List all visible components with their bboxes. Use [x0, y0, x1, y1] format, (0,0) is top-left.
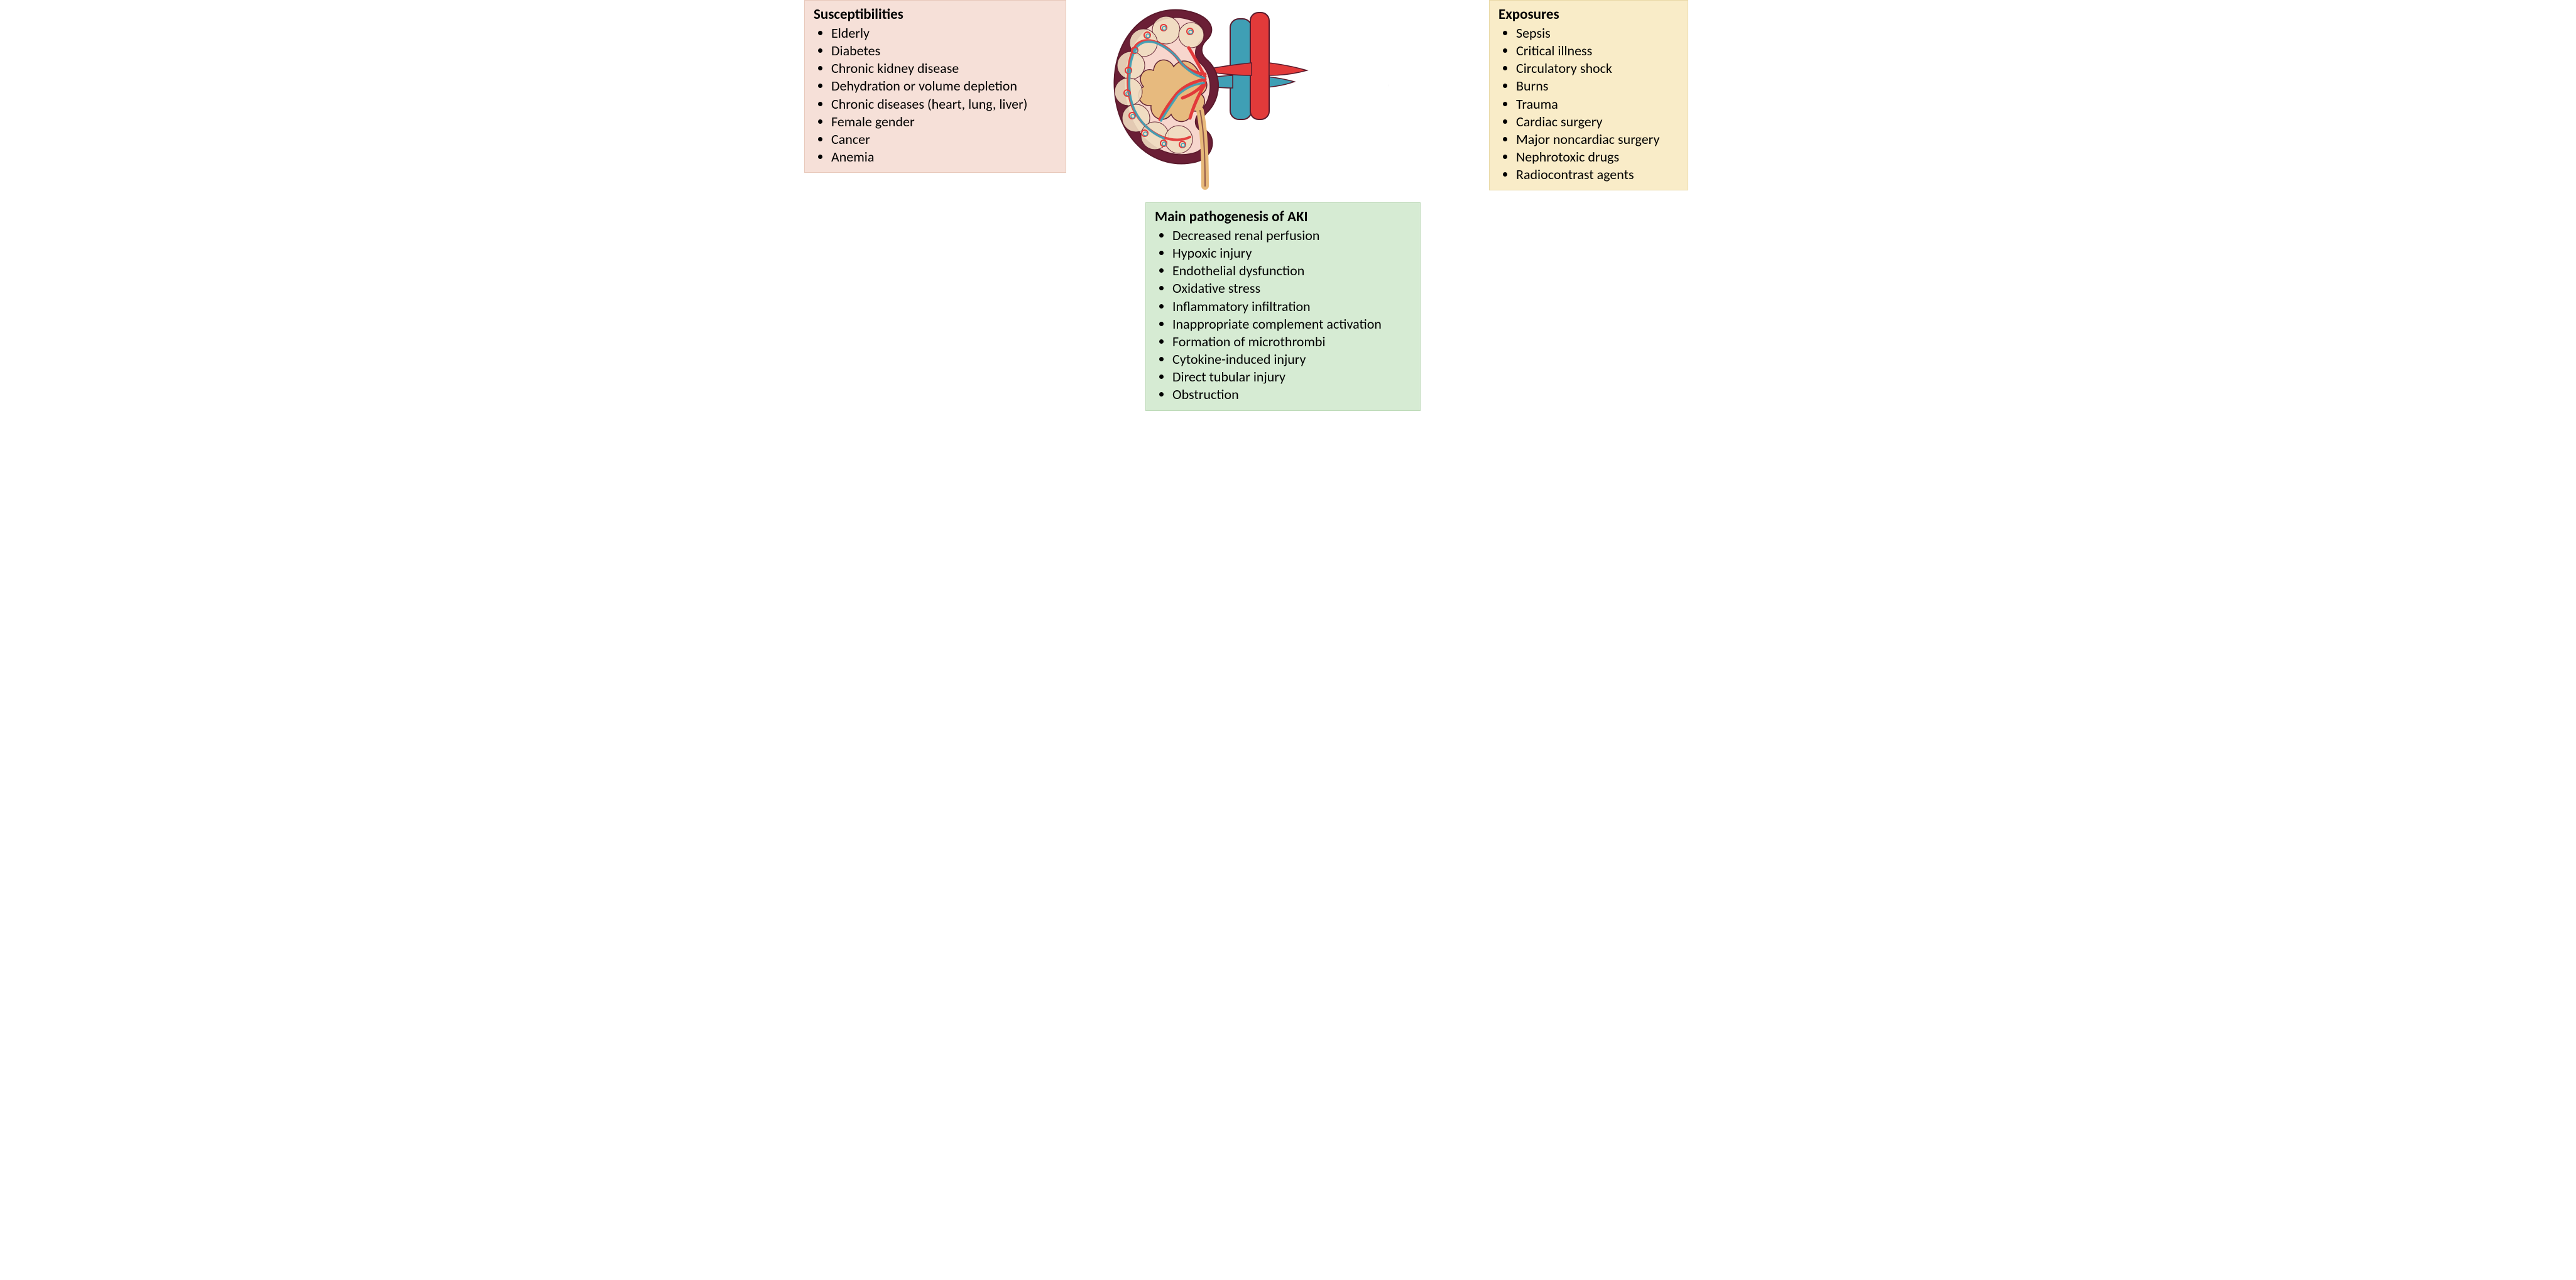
- susceptibilities-item: Chronic kidney disease: [831, 60, 1057, 77]
- exposures-box: Exposures SepsisCritical illnessCirculat…: [1489, 0, 1688, 190]
- exposures-item: Burns: [1516, 77, 1679, 95]
- susceptibilities-list: ElderlyDiabetesChronic kidney diseaseDeh…: [814, 25, 1057, 166]
- susceptibilities-item: Elderly: [831, 25, 1057, 42]
- pathogenesis-item: Hypoxic injury: [1172, 244, 1411, 262]
- susceptibilities-item: Cancer: [831, 131, 1057, 148]
- kidney-illustration: [1093, 0, 1389, 190]
- exposures-item: Circulatory shock: [1516, 60, 1679, 77]
- kidney-icon: [1093, 0, 1389, 190]
- pathogenesis-item: Endothelial dysfunction: [1172, 262, 1411, 280]
- pathogenesis-item: Direct tubular injury: [1172, 368, 1411, 386]
- exposures-title: Exposures: [1498, 6, 1679, 23]
- exposures-item: Radiocontrast agents: [1516, 166, 1679, 183]
- infographic-canvas: Susceptibilities ElderlyDiabetesChronic …: [804, 0, 1772, 481]
- exposures-item: Sepsis: [1516, 25, 1679, 42]
- susceptibilities-item: Diabetes: [831, 42, 1057, 60]
- exposures-item: Trauma: [1516, 96, 1679, 113]
- exposures-item: Cardiac surgery: [1516, 113, 1679, 131]
- susceptibilities-item: Anemia: [831, 148, 1057, 166]
- susceptibilities-item: Dehydration or volume depletion: [831, 77, 1057, 95]
- pathogenesis-title: Main pathogenesis of AKI: [1155, 208, 1411, 226]
- pathogenesis-box: Main pathogenesis of AKI Decreased renal…: [1145, 202, 1421, 411]
- exposures-item: Major noncardiac surgery: [1516, 131, 1679, 148]
- pathogenesis-item: Cytokine-induced injury: [1172, 351, 1411, 368]
- susceptibilities-title: Susceptibilities: [814, 6, 1057, 23]
- pathogenesis-item: Inflammatory infiltration: [1172, 298, 1411, 315]
- pathogenesis-item: Formation of microthrombi: [1172, 333, 1411, 351]
- exposures-item: Critical illness: [1516, 42, 1679, 60]
- exposures-item: Nephrotoxic drugs: [1516, 148, 1679, 166]
- susceptibilities-box: Susceptibilities ElderlyDiabetesChronic …: [804, 0, 1066, 173]
- pathogenesis-list: Decreased renal perfusionHypoxic injuryE…: [1155, 227, 1411, 404]
- pathogenesis-item: Obstruction: [1172, 386, 1411, 403]
- pathogenesis-item: Decreased renal perfusion: [1172, 227, 1411, 244]
- exposures-list: SepsisCritical illnessCirculatory shockB…: [1498, 25, 1679, 183]
- susceptibilities-item: Chronic diseases (heart, lung, liver): [831, 96, 1057, 113]
- susceptibilities-item: Female gender: [831, 113, 1057, 131]
- pathogenesis-item: Inappropriate complement activation: [1172, 315, 1411, 333]
- pathogenesis-item: Oxidative stress: [1172, 280, 1411, 297]
